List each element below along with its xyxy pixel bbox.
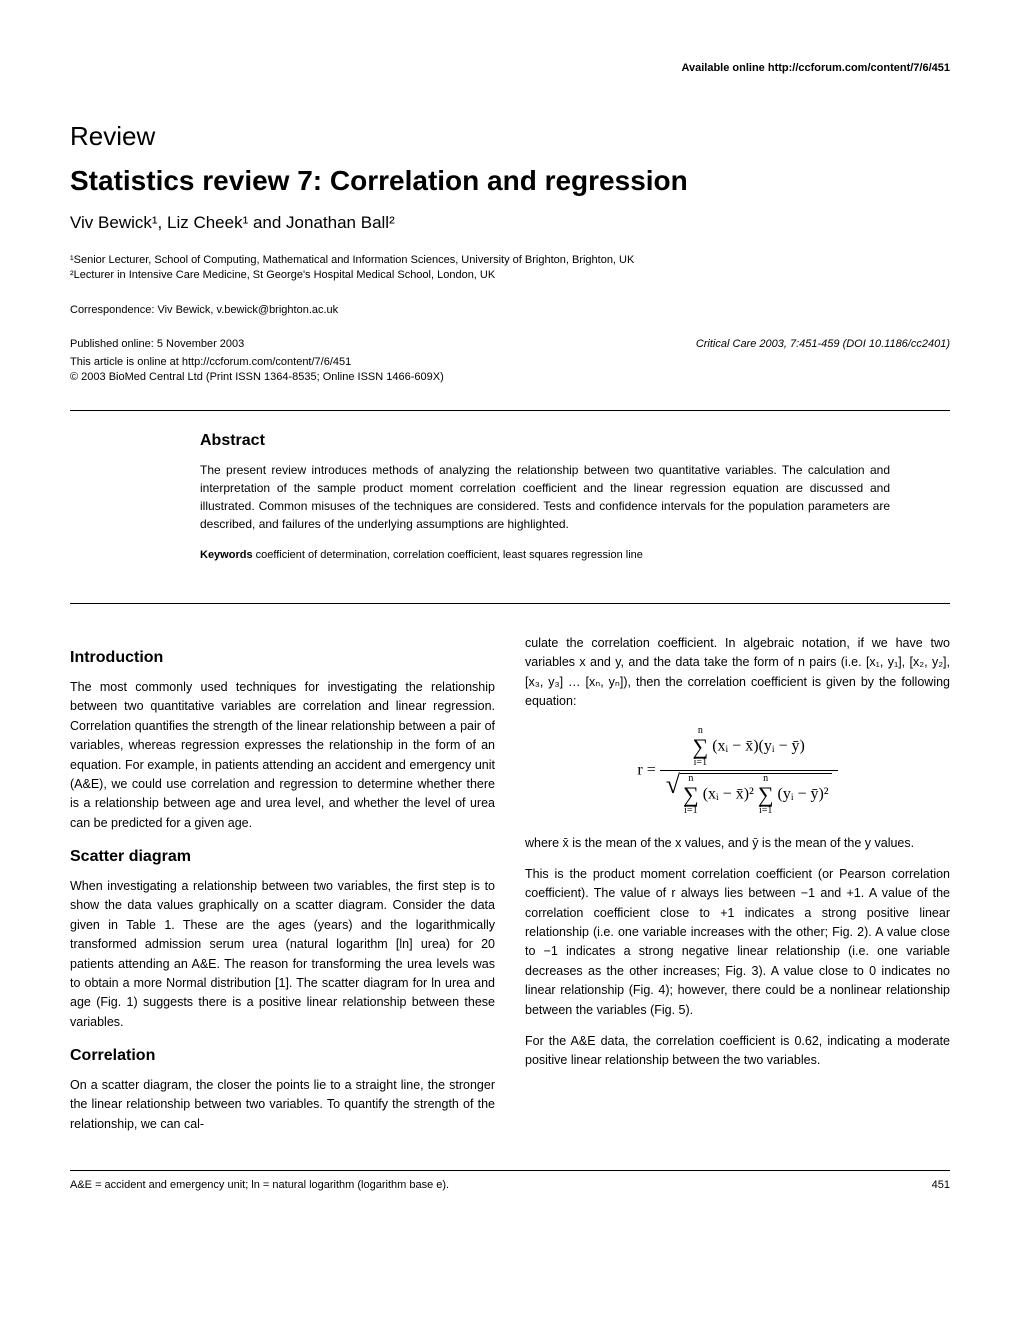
footer-abbreviations: A&E = accident and emergency unit; ln = …	[70, 1177, 449, 1194]
affiliation-1: ¹Senior Lecturer, School of Computing, M…	[70, 253, 950, 268]
correlation-p3: where x̄ is the mean of the x values, an…	[525, 834, 950, 853]
left-column: Introduction The most commonly used tech…	[70, 634, 495, 1146]
page-number: 451	[932, 1177, 950, 1194]
correlation-heading: Correlation	[70, 1044, 495, 1068]
den-body1: (xᵢ − x̄)²	[703, 785, 754, 802]
keywords-label: Keywords	[200, 549, 253, 561]
correlation-formula: r = n ∑ i=1 (xᵢ − x̄)(yᵢ − ȳ) √ n ∑	[525, 726, 950, 816]
sum-numerator: n ∑ i=1	[693, 726, 709, 768]
abstract-text: The present review introduces methods of…	[200, 461, 890, 533]
radical-icon: √	[666, 770, 680, 799]
correspondence: Correspondence: Viv Bewick, v.bewick@bri…	[70, 302, 950, 319]
right-column: culate the correlation coefficient. In a…	[525, 634, 950, 1146]
sigma-icon: ∑	[693, 736, 709, 758]
correlation-p4: This is the product moment correlation c…	[525, 865, 950, 1020]
citation: Critical Care 2003, 7:451-459 (DOI 10.11…	[696, 336, 950, 353]
review-label: Review	[70, 117, 950, 156]
introduction-heading: Introduction	[70, 646, 495, 670]
authors: Viv Bewick¹, Liz Cheek¹ and Jonathan Bal…	[70, 210, 950, 236]
page-title: Statistics review 7: Correlation and reg…	[70, 160, 950, 202]
citation-text: Critical Care 2003, 7:451-459 (DOI 10.11…	[696, 338, 950, 350]
divider-bottom	[70, 603, 950, 604]
formula-numerator: n ∑ i=1 (xᵢ − x̄)(yᵢ − ȳ)	[660, 726, 838, 771]
sum-den1-bot: i=1	[683, 806, 699, 816]
sum-den2: n ∑ i=1	[758, 774, 774, 816]
correlation-p5: For the A&E data, the correlation coeffi…	[525, 1032, 950, 1071]
sum-den1: n ∑ i=1	[683, 774, 699, 816]
footer-rule	[70, 1170, 950, 1171]
num-body: (xᵢ − x̄)(yᵢ − ȳ)	[712, 737, 805, 754]
publication-meta: This article is online at http://ccforum…	[70, 355, 950, 386]
footer-row: A&E = accident and emergency unit; ln = …	[70, 1177, 950, 1194]
den-body2: (yᵢ − ȳ)²	[778, 785, 829, 802]
keywords: Keywords coefficient of determination, c…	[200, 547, 890, 564]
sum-den2-bot: i=1	[758, 806, 774, 816]
online-at: This article is online at http://ccforum…	[70, 355, 950, 370]
abstract-block: Abstract The present review introduces m…	[200, 429, 890, 564]
scatter-heading: Scatter diagram	[70, 845, 495, 869]
affiliations: ¹Senior Lecturer, School of Computing, M…	[70, 253, 950, 284]
formula-denominator: √ n ∑ i=1 (xᵢ − x̄)² n ∑ i=1 (yᵢ − ȳ)²	[660, 771, 838, 816]
copyright: © 2003 BioMed Central Ltd (Print ISSN 13…	[70, 370, 950, 385]
introduction-p1: The most commonly used techniques for in…	[70, 678, 495, 833]
two-column-layout: Introduction The most commonly used tech…	[70, 634, 950, 1146]
sqrt-content: n ∑ i=1 (xᵢ − x̄)² n ∑ i=1 (yᵢ − ȳ)²	[680, 773, 832, 816]
correlation-p1: On a scatter diagram, the closer the poi…	[70, 1076, 495, 1134]
correlation-p2: culate the correlation coefficient. In a…	[525, 634, 950, 712]
published-date: Published online: 5 November 2003	[70, 336, 244, 353]
affiliation-2: ²Lecturer in Intensive Care Medicine, St…	[70, 268, 950, 283]
formula-lhs: r =	[637, 761, 655, 778]
publication-row: Published online: 5 November 2003 Critic…	[70, 336, 950, 353]
sum-num-bot: i=1	[693, 758, 709, 768]
scatter-p1: When investigating a relationship betwee…	[70, 877, 495, 1032]
abstract-heading: Abstract	[200, 429, 890, 453]
sigma-icon-2: ∑	[683, 784, 699, 806]
sigma-icon-3: ∑	[758, 784, 774, 806]
header-available-online: Available online http://ccforum.com/cont…	[70, 60, 950, 77]
divider-top	[70, 410, 950, 411]
formula-fraction: n ∑ i=1 (xᵢ − x̄)(yᵢ − ȳ) √ n ∑ i=1 (xᵢ …	[660, 726, 838, 816]
keywords-text: coefficient of determination, correlatio…	[253, 549, 643, 561]
